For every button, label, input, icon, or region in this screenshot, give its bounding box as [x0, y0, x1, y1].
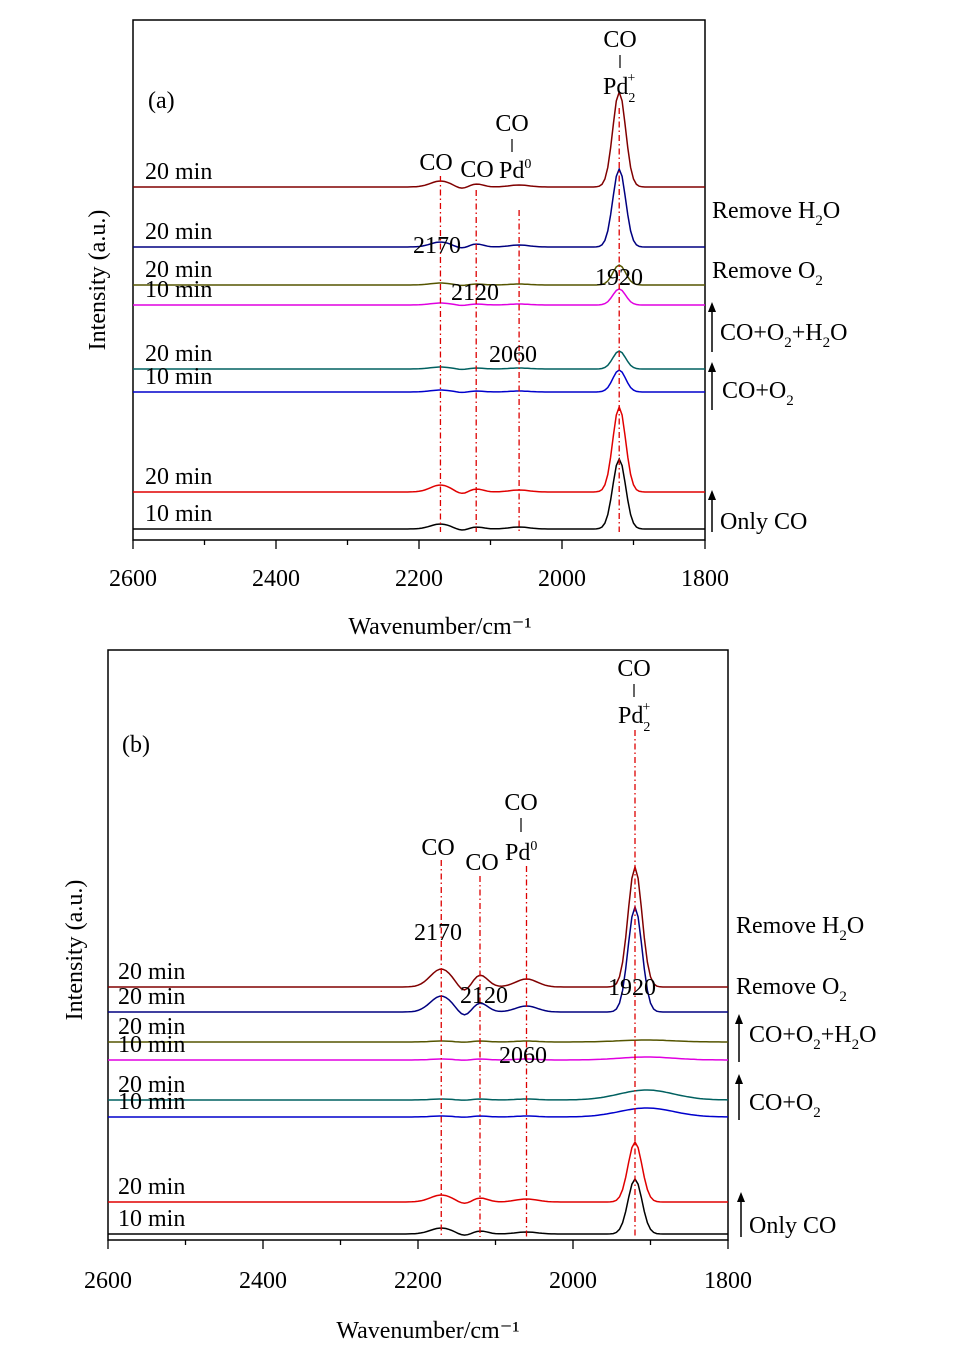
series-line-4 [108, 1089, 729, 1101]
x-tick-label-2400: 2400 [252, 566, 300, 592]
reference-lines-b [440, 730, 636, 1237]
series-group-a [133, 89, 705, 531]
peak-label-1920-a: 1920 [595, 265, 643, 291]
species-co-pd2-a: CO [603, 27, 636, 53]
arrow-only-co-a [708, 490, 716, 532]
species-pd2-a: Pd2+ [603, 71, 635, 106]
condition-remove-h2o-a: Remove H2O [712, 198, 840, 229]
species-co-2120-b: CO [465, 850, 498, 876]
series-label-5: 10 min [118, 1032, 185, 1058]
series-line-1 [108, 1177, 728, 1236]
series-label-6: 20 min [118, 1014, 185, 1040]
series-line-7 [133, 166, 705, 249]
condition-co-o2-a: CO+O2 [722, 378, 794, 409]
peak-label-1920-b: 1920 [608, 975, 656, 1001]
series-label-5: 10 min [145, 277, 212, 303]
series-label-2: 20 min [118, 1174, 185, 1200]
series-label-3: 10 min [118, 1089, 185, 1115]
reference-lines-a [439, 108, 620, 532]
species-co-pd0-b: CO [504, 790, 537, 816]
series-label-4: 20 min [145, 341, 212, 367]
condition-remove-o2-a: Remove O2 [712, 258, 823, 289]
series-line-5 [108, 1056, 728, 1061]
condition-remove-o2-b: Remove O2 [736, 974, 847, 1005]
series-line-3 [133, 369, 705, 394]
x-tick-label-1800: 1800 [681, 566, 729, 592]
species-co-2170-b: CO [421, 835, 454, 861]
y-axis-label-a: Intensity (a.u.) [85, 210, 111, 351]
species-co-pd2-b: CO [617, 656, 650, 682]
series-label-8: 20 min [118, 959, 185, 985]
condition-co-o2-h2o-a: CO+O2+H2O [720, 320, 847, 351]
y-axis-label-b: Intensity (a.u.) [62, 880, 88, 1021]
series-line-4 [133, 350, 705, 371]
species-pd0-a: Pd0 [499, 157, 531, 184]
series-line-1 [133, 457, 705, 531]
peak-label-2170-b: 2170 [414, 920, 462, 946]
x-tick-label-2200: 2200 [395, 566, 443, 592]
series-line-2 [108, 1140, 728, 1204]
series-line-8 [108, 864, 728, 991]
species-pd2-b: Pd2+ [618, 700, 650, 735]
x-tick-label-2600: 2600 [84, 1268, 132, 1294]
x-axis-label-b: Wavenumber/cm⁻¹ [336, 1318, 519, 1344]
series-label-4: 20 min [118, 1072, 185, 1098]
peak-label-2120-b: 2120 [460, 983, 508, 1009]
series-label-1: 10 min [118, 1206, 185, 1232]
x-tick-label-2400: 2400 [239, 1268, 287, 1294]
x-tick-label-2200: 2200 [394, 1268, 442, 1294]
arrow-co-o2-a [708, 362, 716, 410]
series-label-6: 20 min [145, 257, 212, 283]
panel-label-a: (a) [148, 88, 175, 114]
species-pd0-b: Pd0 [505, 839, 537, 866]
species-co-2170-a: CO [419, 150, 452, 176]
x-tick-label-1800: 1800 [704, 1268, 752, 1294]
series-label-2: 20 min [145, 464, 212, 490]
series-line-2 [133, 404, 705, 495]
species-co-2120-a: CO [460, 157, 493, 183]
arrow-only-co-b [737, 1192, 745, 1237]
arrow-co-o2-b [735, 1074, 743, 1120]
x-tick-label-2000: 2000 [538, 566, 586, 592]
series-label-7: 20 min [145, 219, 212, 245]
condition-co-o2-b: CO+O2 [749, 1090, 821, 1121]
condition-only-co-a: Only CO [720, 509, 807, 535]
condition-co-o2-h2o-b: CO+O2+H2O [749, 1022, 876, 1053]
series-label-8: 20 min [145, 159, 212, 185]
x-axis-label-a: Wavenumber/cm⁻¹ [348, 614, 531, 640]
arrow-co-o2-h2o-b [735, 1014, 743, 1062]
series-line-8 [133, 89, 705, 189]
peak-label-2120-a: 2120 [451, 280, 499, 306]
series-line-6 [133, 264, 705, 287]
x-ticks-a: 2600 2400 2200 2000 1800 [109, 540, 729, 592]
series-label-1: 10 min [145, 501, 212, 527]
series-label-3: 10 min [145, 364, 212, 390]
condition-only-co-b: Only CO [749, 1213, 836, 1239]
series-group-b [108, 864, 729, 1236]
series-line-6 [108, 1039, 728, 1043]
series-label-7: 20 min [118, 984, 185, 1010]
x-tick-label-2600: 2600 [109, 566, 157, 592]
series-line-5 [133, 288, 705, 307]
x-ticks-b: 2600 2400 2200 2000 1800 [84, 1240, 752, 1294]
peak-label-2170-a: 2170 [413, 233, 461, 259]
series-line-3 [108, 1107, 728, 1118]
peak-label-2060-a: 2060 [489, 342, 537, 368]
condition-remove-h2o-b: Remove H2O [736, 913, 864, 944]
species-co-pd0-a: CO [495, 111, 528, 137]
series-line-7 [108, 904, 728, 1016]
arrow-co-o2-h2o-a [708, 302, 716, 352]
panel-label-b: (b) [122, 732, 150, 758]
peak-label-2060-b: 2060 [499, 1043, 547, 1069]
x-tick-label-2000: 2000 [549, 1268, 597, 1294]
